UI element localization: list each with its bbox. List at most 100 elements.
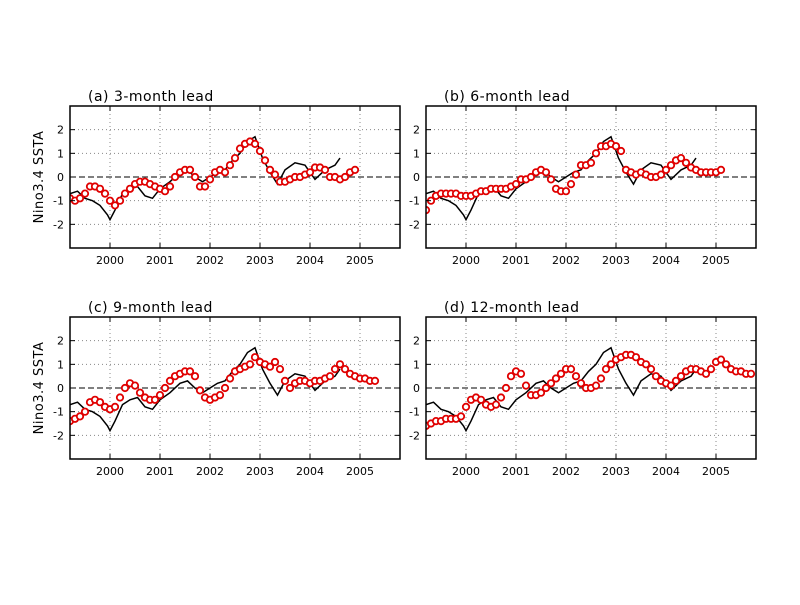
forecast-point	[110, 402, 120, 411]
forecast-point	[115, 393, 125, 402]
panel-title: (d) 12-month lead	[444, 300, 579, 316]
forecast-point	[185, 367, 195, 376]
x-tick-label: 2003	[602, 465, 630, 478]
forecast-point	[185, 165, 195, 174]
y-tick-label: -1	[409, 406, 420, 419]
panel-1: 2000 2001 2002 2003 2004 2005 2 1 0 -1 -2 (a) 3-mon…	[32, 89, 401, 267]
observed-series-line	[426, 346, 697, 433]
x-tick-label: 2005	[702, 465, 730, 478]
y-tick-label: -2	[53, 429, 64, 442]
y-tick-label: 0	[57, 382, 64, 395]
forecast-point	[651, 372, 661, 381]
forecast-point	[616, 146, 626, 156]
forecast-point	[576, 379, 586, 388]
forecast-point	[641, 360, 651, 369]
forecast-point	[125, 184, 135, 193]
forecast-point	[706, 364, 716, 374]
panel-title: (b) 6-month lead	[444, 89, 570, 105]
forecast-point	[215, 390, 225, 400]
forecast-point	[516, 369, 526, 378]
x-tick-label: 2004	[296, 465, 324, 478]
y-tick-label: 1	[57, 147, 64, 160]
x-tick-label: 2000	[96, 465, 124, 478]
forecast-point	[280, 376, 290, 385]
forecast-point	[596, 374, 606, 383]
forecast-point	[260, 156, 270, 165]
forecast-point	[681, 158, 691, 167]
y-tick-label: 1	[57, 358, 64, 371]
forecast-point	[566, 364, 576, 374]
forecast-point	[305, 168, 315, 177]
forecast-point	[656, 170, 666, 179]
forecast-point	[671, 376, 681, 385]
y-axis-label: Nino3.4 SSTA	[32, 342, 47, 435]
x-tick-label: 2002	[552, 254, 580, 267]
x-tick-label: 2001	[146, 465, 174, 478]
panel-title: (c) 9-month lead	[88, 300, 213, 316]
forecast-point	[601, 364, 611, 374]
y-tick-label: 0	[413, 382, 420, 395]
y-tick-label: -1	[53, 195, 64, 208]
forecast-point	[225, 161, 235, 170]
observed-series-line	[70, 135, 341, 222]
forecast-point	[80, 407, 90, 416]
forecast-point	[285, 383, 295, 393]
forecast-point	[370, 376, 380, 385]
forecast-point	[265, 362, 275, 371]
forecast-point	[265, 165, 275, 174]
forecast-point	[160, 187, 170, 196]
forecast-point	[190, 372, 200, 381]
panel-title: (a) 3-month lead	[88, 89, 214, 105]
y-axis-label: Nino3.4 SSTA	[32, 131, 47, 224]
forecast-point	[536, 388, 546, 397]
x-tick-label: 2004	[652, 254, 680, 267]
y-tick-label: 0	[57, 171, 64, 184]
forecast-point	[120, 383, 130, 393]
y-tick-label: -1	[409, 195, 420, 208]
forecast-point	[325, 372, 335, 381]
forecast-point	[80, 189, 90, 198]
forecast-point	[155, 390, 165, 400]
forecast-point	[350, 165, 360, 174]
forecast-point	[426, 206, 431, 215]
forecast-point	[606, 360, 616, 369]
forecast-point	[75, 194, 85, 203]
forecast-point	[220, 383, 230, 393]
x-tick-label: 2002	[552, 465, 580, 478]
forecast-point	[676, 154, 686, 163]
x-tick-label: 2000	[452, 254, 480, 267]
forecast-point	[541, 168, 551, 177]
forecast-point	[716, 165, 726, 174]
y-tick-label: 0	[413, 171, 420, 184]
forecast-point	[165, 182, 175, 191]
forecast-point	[220, 168, 230, 177]
x-tick-label: 2002	[196, 465, 224, 478]
y-tick-label: 2	[413, 124, 420, 137]
forecast-point	[646, 364, 656, 374]
forecast-point	[250, 353, 260, 362]
forecast-point	[661, 165, 671, 174]
forecast-point	[200, 182, 210, 191]
y-tick-label: 2	[57, 335, 64, 348]
forecast-point	[556, 369, 566, 378]
forecast-point	[746, 369, 756, 378]
forecast-point	[165, 376, 175, 385]
forecast-point	[190, 172, 200, 182]
panel-4: 2000 2001 2002 2003 2004 2005 2 1 0 -1 -2 (d) 12-mo…	[409, 300, 757, 478]
x-tick-label: 2004	[652, 465, 680, 478]
x-tick-label: 2005	[346, 465, 374, 478]
y-tick-label: -2	[409, 218, 420, 231]
forecast-point	[666, 381, 676, 390]
forecast-point	[571, 372, 581, 381]
forecast-point	[721, 360, 731, 369]
forecast-point	[340, 172, 350, 182]
forecast-point	[546, 379, 556, 388]
y-tick-label: 2	[57, 124, 64, 137]
forecast-point	[225, 374, 235, 383]
forecast-point	[676, 372, 686, 381]
forecast-point	[130, 381, 140, 390]
forecast-point	[526, 172, 536, 182]
forecast-point	[541, 383, 551, 393]
x-tick-label: 2000	[452, 465, 480, 478]
forecast-point	[230, 154, 240, 163]
